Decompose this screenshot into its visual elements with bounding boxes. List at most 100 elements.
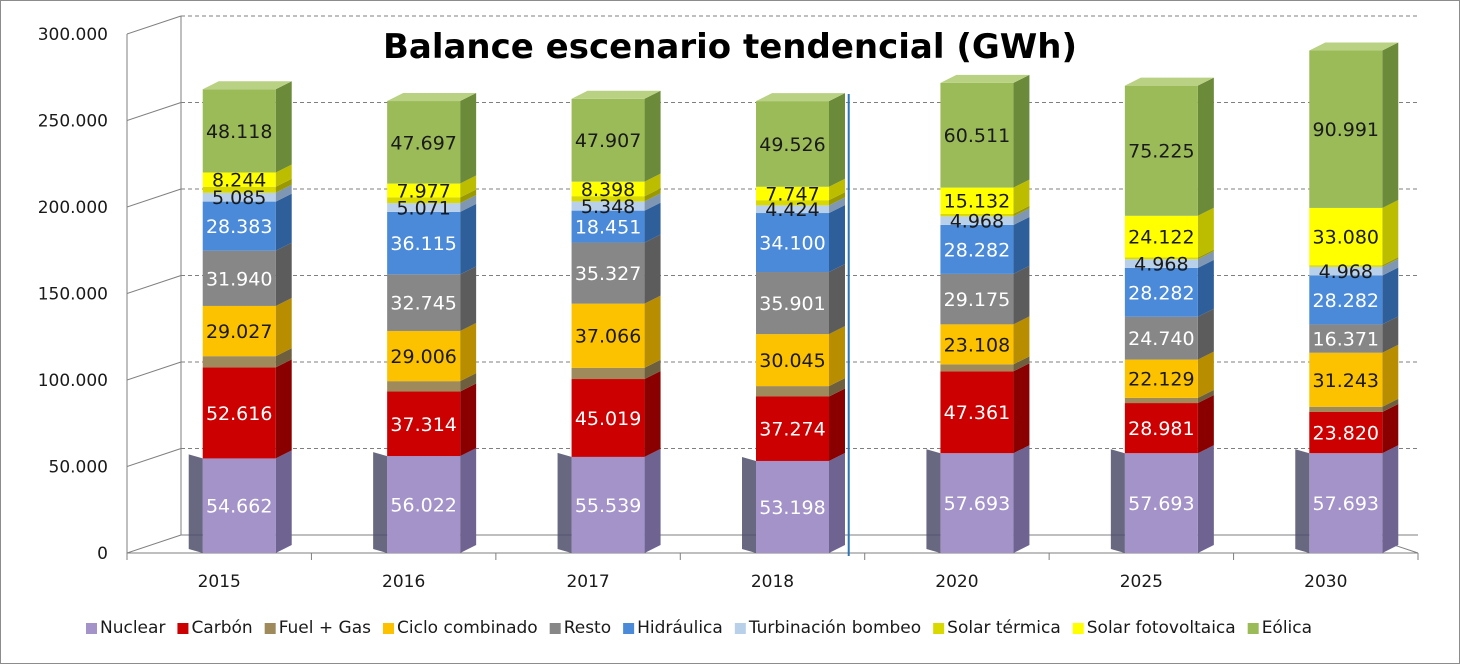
bar-segment-side xyxy=(275,450,292,553)
bar-segment xyxy=(1124,453,1198,553)
bar-segment xyxy=(571,242,645,304)
gridline-diagonal xyxy=(126,15,182,35)
bar-segment xyxy=(1309,406,1383,412)
data-label: 47.361 xyxy=(944,402,1010,424)
data-label: 57.693 xyxy=(1128,493,1194,515)
bar-segment-side xyxy=(460,448,477,553)
data-label: 28.282 xyxy=(1128,282,1194,304)
bar-segment-side xyxy=(644,188,661,202)
bar-shadow xyxy=(557,452,572,553)
bar-segment xyxy=(756,386,829,397)
bar-segment xyxy=(940,82,1014,188)
gridline-diagonal xyxy=(126,534,182,554)
bar-segment xyxy=(202,192,276,202)
data-label: 29.027 xyxy=(206,321,272,343)
data-label: 24.740 xyxy=(1128,328,1194,350)
bar-segment-side xyxy=(829,197,845,214)
bar-segment xyxy=(202,356,276,368)
bar-segment-side xyxy=(1013,208,1030,225)
bar-segment-side xyxy=(644,234,661,304)
bar-segment-side xyxy=(275,178,292,193)
bar-top-face xyxy=(940,74,1030,83)
bar-segment-side xyxy=(829,192,845,206)
bar-segment xyxy=(756,205,829,214)
bar-segment xyxy=(571,201,645,211)
data-label: 49.526 xyxy=(759,134,825,156)
legend-swatch xyxy=(623,623,635,634)
bar-segment-side xyxy=(829,178,845,201)
data-label: 23.108 xyxy=(944,334,1010,356)
legend-swatch xyxy=(177,623,189,634)
x-tick-label: 2018 xyxy=(751,572,794,592)
bar-segment-side xyxy=(275,348,292,368)
data-label: 8.398 xyxy=(581,179,635,201)
bar-segment-side xyxy=(1197,207,1214,258)
data-label: 37.314 xyxy=(390,414,456,436)
bar-segment xyxy=(940,453,1014,553)
legend-label: Ciclo combinado xyxy=(397,618,538,638)
legend: Nuclear Carbón Fuel + Gas Ciclo combinado Re… xyxy=(86,618,1312,638)
bar-segment xyxy=(387,101,461,184)
legend-label: Eólica xyxy=(1262,618,1312,638)
data-label: 36.115 xyxy=(390,233,456,255)
bar-segment-side xyxy=(460,189,477,204)
data-label: 29.006 xyxy=(390,346,456,368)
bar-segment xyxy=(202,305,276,357)
bar-segment-side xyxy=(644,90,661,182)
bar-segment xyxy=(756,334,829,387)
y-tick-label: 50.000 xyxy=(49,458,108,478)
bar-segment xyxy=(571,367,645,380)
bar-segment-side xyxy=(1382,267,1399,325)
chart-title: Balance escenario tendencial (GWh) xyxy=(383,27,1077,67)
bar-segment xyxy=(756,396,829,461)
bar-segment-side xyxy=(644,295,661,368)
bar-segment xyxy=(756,460,829,553)
bar-segment-side xyxy=(275,81,292,173)
bar-segment-side xyxy=(1382,445,1399,553)
data-label: 35.327 xyxy=(575,263,641,285)
data-label: 28.383 xyxy=(206,216,272,238)
bar-segment xyxy=(571,210,645,243)
bar-segment-side xyxy=(1197,259,1214,317)
data-label: 16.371 xyxy=(1313,329,1379,351)
data-label: 48.118 xyxy=(206,121,272,143)
bar-segment-side xyxy=(1382,258,1399,276)
bar-segment xyxy=(1309,411,1383,454)
bar-segment-side xyxy=(829,378,845,397)
bar-segment xyxy=(940,213,1014,217)
bar-segment-side xyxy=(1197,77,1214,216)
x-tick-label: 2020 xyxy=(935,572,978,592)
legend-label: Solar térmica xyxy=(947,618,1061,638)
x-tick-label: 2015 xyxy=(198,572,241,592)
bar-segment xyxy=(571,379,645,457)
bar-segment-side xyxy=(1382,344,1399,407)
bar-segment xyxy=(387,456,461,553)
bar-shadow xyxy=(1110,449,1125,553)
bar-segment-side xyxy=(1013,316,1030,365)
legend-label: Nuclear xyxy=(100,618,165,638)
bar-segment xyxy=(1309,352,1383,407)
bar-segment xyxy=(940,187,1014,214)
bar-top-face xyxy=(1124,77,1214,86)
data-label: 5.348 xyxy=(581,196,635,218)
bar-segment-side xyxy=(1382,199,1399,266)
bar-segment-side xyxy=(1382,257,1399,267)
x-tick-label: 2017 xyxy=(566,572,609,592)
bar-segment xyxy=(756,101,829,187)
data-label: 53.198 xyxy=(759,497,825,519)
legend-label: Hidráulica xyxy=(637,618,723,638)
bar-segment xyxy=(202,186,276,193)
bar-segment-side xyxy=(460,383,477,457)
legend-swatch xyxy=(549,623,561,634)
bar-segment-side xyxy=(829,205,845,273)
bar-segment xyxy=(940,224,1014,274)
bar-segment xyxy=(756,272,829,335)
bar-segment-side xyxy=(1197,308,1214,360)
bar-segment-side xyxy=(460,93,477,184)
bar-segment-side xyxy=(644,202,661,243)
bar-segment xyxy=(571,98,645,182)
data-label: 90.991 xyxy=(1313,119,1379,141)
bar-segment xyxy=(1124,259,1198,268)
bar-segment-side xyxy=(1013,179,1030,214)
bar-segment-side xyxy=(1197,251,1214,268)
